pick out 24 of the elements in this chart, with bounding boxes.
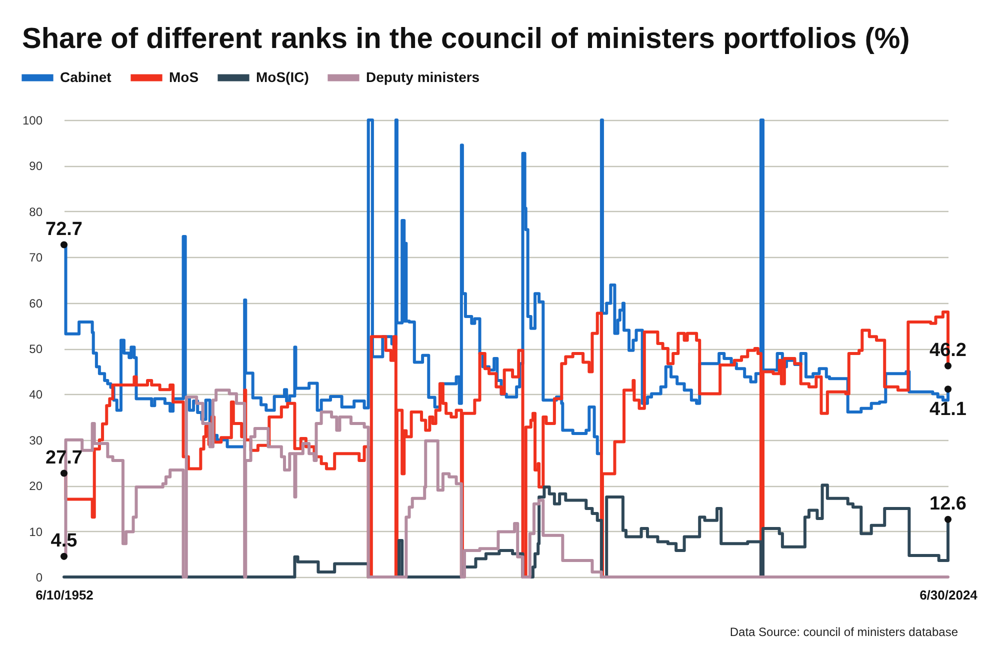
y-tick-label: 30	[29, 433, 43, 448]
annotation: 72.7	[46, 218, 82, 240]
y-tick-label: 10	[29, 524, 43, 539]
annotation: 4.5	[50, 530, 78, 552]
source-note: Data Source: council of ministers database	[730, 625, 958, 639]
y-tick-label: 50	[29, 342, 43, 356]
legend-label: MoS(IC)	[256, 68, 309, 85]
y-tick-label: 60	[29, 296, 43, 310]
annotation: 41.1	[930, 399, 967, 420]
chart-title: Share of different ranks in the council of ministers portfolios (%)	[22, 23, 910, 55]
annotation: 27.7	[46, 447, 82, 468]
x-tick-label: 6/30/2024	[920, 588, 978, 602]
y-tick-label: 70	[29, 250, 43, 265]
y-tick-label: 100	[22, 114, 43, 128]
y-tick-label: 40	[29, 388, 43, 402]
y-tick-label: 80	[29, 204, 43, 219]
legend-label: MoS	[169, 68, 199, 85]
y-tick-label: 90	[29, 159, 43, 174]
legend-label: Deputy ministers	[366, 68, 480, 85]
annotation: 12.6	[930, 493, 966, 514]
y-tick-label: 20	[29, 479, 43, 494]
x-tick-label: 6/10/1952	[36, 588, 94, 602]
y-tick-label: 0	[36, 570, 43, 584]
legend-label: Cabinet	[60, 68, 112, 85]
